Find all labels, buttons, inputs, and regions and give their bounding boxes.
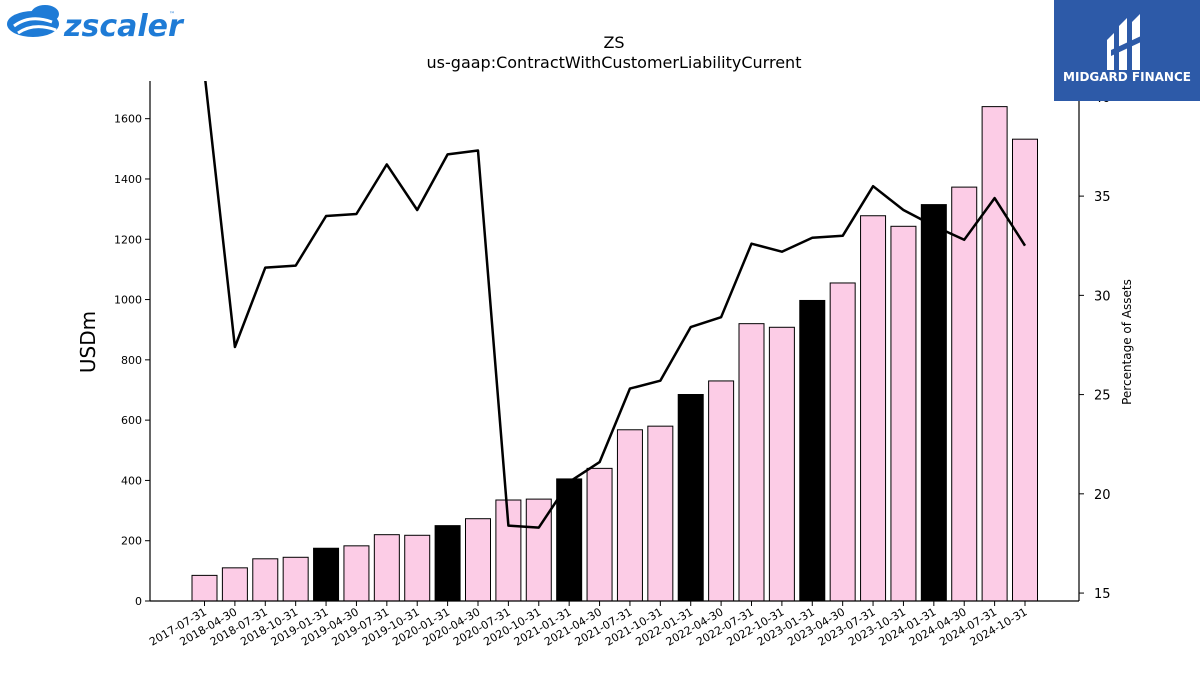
bar-2018-10-31 [282, 556, 309, 602]
y-axis-left-ticks: 0 200 400 600 800 1000 1200 1400 1600 [114, 113, 150, 608]
bar-2017-07-31 [191, 574, 218, 602]
bar-2019-01-31 [313, 547, 340, 602]
bar-2024-07-31 [981, 106, 1008, 602]
bar-2021-07-31 [616, 429, 643, 602]
midgard-emblem-icon [1107, 14, 1141, 70]
bar-2022-01-31 [677, 394, 704, 602]
bar-2021-10-31 [647, 425, 674, 602]
y-right-tick-label: 35 [1094, 190, 1111, 205]
bar-2024-10-31 [1012, 138, 1038, 602]
chart-title: ZS [603, 33, 624, 52]
bar-2022-10-31 [768, 326, 795, 602]
bar-2022-07-31 [738, 323, 765, 602]
y-axis-right-ticks: 152025303540 [1079, 91, 1111, 602]
y-left-tick-label: 1600 [114, 113, 142, 126]
bar-2023-07-31 [860, 215, 887, 602]
y-left-tick-label: 1000 [114, 294, 142, 307]
bar-2024-04-30 [951, 186, 978, 602]
y-left-tick-label: 200 [121, 535, 142, 548]
bar-2021-01-31 [556, 478, 583, 602]
percentage-of-assets-line [204, 81, 1027, 529]
bar-2018-04-30 [221, 567, 248, 602]
y-right-tick-label: 30 [1094, 289, 1111, 304]
bar-series [191, 106, 1038, 602]
trademark-mark: ™ [169, 11, 175, 18]
x-axis-ticks: 2017-07-312018-04-302018-07-312018-10-31… [147, 601, 1030, 649]
axes [149, 81, 1080, 602]
zscaler-logo-text: zscaler [63, 9, 185, 44]
zscaler-logo: zscaler ™ [7, 5, 185, 44]
chart-subtitle: us-gaap:ContractWithCustomerLiabilityCur… [427, 53, 802, 72]
bar-2022-04-30 [708, 380, 735, 602]
bar-2019-04-30 [343, 545, 370, 602]
bar-2020-01-31 [434, 525, 461, 602]
bar-2024-01-31 [920, 204, 947, 602]
y-left-tick-label: 1400 [114, 173, 142, 186]
y-left-tick-label: 0 [135, 595, 142, 608]
bar-2023-10-31 [890, 225, 917, 602]
bar-2021-04-30 [586, 467, 613, 602]
bar-2018-07-31 [252, 558, 279, 602]
y-axis-right-label: Percentage of Assets [1120, 279, 1134, 405]
midgard-logo-text: MIDGARD FINANCE [1063, 70, 1191, 84]
cloud-logo-icon [7, 5, 59, 37]
midgard-finance-logo: MIDGARD FINANCE [1054, 0, 1200, 101]
y-left-tick-label: 600 [121, 414, 142, 427]
bar-2023-01-31 [799, 299, 826, 602]
y-right-tick-label: 20 [1094, 488, 1111, 503]
bar-2023-04-30 [829, 282, 856, 602]
bar-2019-07-31 [373, 534, 400, 602]
y-left-tick-label: 1200 [114, 233, 142, 246]
line-series [204, 81, 1027, 529]
y-left-tick-label: 800 [121, 354, 142, 367]
bar-2019-10-31 [404, 534, 431, 602]
y-right-tick-label: 15 [1094, 587, 1111, 602]
y-left-tick-label: 400 [121, 474, 142, 487]
y-right-tick-label: 25 [1094, 389, 1111, 404]
y-axis-left-label: USDm [76, 311, 100, 373]
bar-2020-04-30 [465, 518, 491, 602]
